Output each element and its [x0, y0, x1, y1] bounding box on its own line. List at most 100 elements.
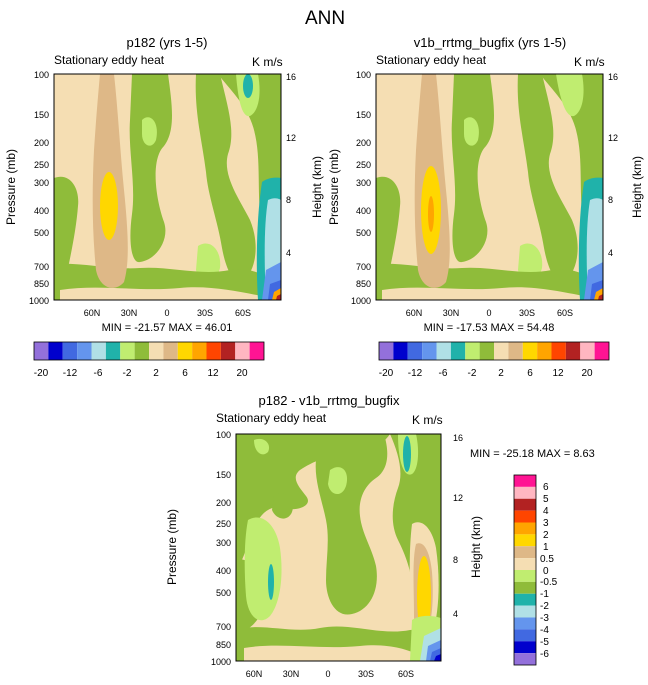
colorbar-label: 0.5	[540, 554, 554, 565]
y-tick-label: 250	[34, 160, 49, 170]
panel-3-title: p182 - v1b_rrtmg_bugfix	[259, 393, 400, 408]
colorbar-swatch	[235, 342, 250, 360]
y-tick-label: 200	[34, 138, 49, 148]
y-tick-label: 150	[216, 470, 231, 480]
y-tick-label: 200	[356, 138, 371, 148]
colorbar-frame	[378, 341, 610, 361]
y-tick-label: 100	[34, 70, 49, 80]
colorbar-swatch	[514, 498, 536, 511]
y2-tick-label: 16	[608, 72, 618, 82]
colorbar-label: -1	[540, 589, 549, 600]
colorbar-swatch	[407, 342, 423, 360]
colorbar-swatch	[422, 342, 437, 360]
colorbar-swatch	[134, 342, 149, 360]
colorbar-label: 6	[182, 368, 188, 379]
colorbar-swatch	[48, 342, 63, 360]
y2-tick-label: 8	[608, 195, 613, 205]
colorbar-swatch	[163, 342, 178, 360]
y-tick-label: 1000	[211, 657, 231, 667]
colorbar-swatch	[91, 342, 106, 360]
y-tick-label: 300	[34, 178, 49, 188]
panel-1-field-label: Stationary eddy heat	[54, 53, 165, 67]
panel-2-colorbar: -20 -12 -6 -2 2 6 12 20	[378, 341, 610, 379]
panel-2-green-region	[451, 74, 494, 263]
y-tick-label: 400	[34, 206, 49, 216]
panel-3-green-region	[272, 493, 293, 519]
colorbar-label: -20	[34, 368, 49, 379]
x-tick-label: 60N	[406, 308, 423, 318]
panel-3-contour-field	[235, 433, 442, 662]
colorbar-label: -6	[94, 368, 103, 379]
colorbar-label: -2	[468, 368, 477, 379]
y-tick-label: 200	[216, 498, 231, 508]
page-title: ANN	[305, 8, 345, 29]
panel-1-lightgreen-region	[196, 243, 221, 282]
panel-3-units: K m/s	[412, 413, 443, 427]
colorbar-label: 20	[581, 368, 593, 379]
panel-3-frame	[235, 433, 442, 662]
x-tick-label: 30S	[519, 308, 535, 318]
x-tick-label: 60S	[398, 669, 414, 679]
colorbar-label: 6	[527, 368, 533, 379]
colorbar-swatch	[177, 342, 193, 360]
y2-tick-label: 12	[608, 133, 618, 143]
colorbar-swatch	[508, 342, 523, 360]
panel-1-red-region	[276, 294, 281, 300]
colorbar-swatch	[514, 546, 536, 559]
colorbar-frame	[513, 474, 537, 666]
colorbar-swatch	[192, 342, 207, 360]
colorbar-label: -12	[408, 368, 423, 379]
x-tick-label: 0	[164, 308, 169, 318]
panel-3-y2label: Height (km)	[469, 516, 483, 578]
y2-tick-label: 12	[453, 493, 463, 503]
panel-3-y2-axis: Height (km) 16 12 8 4	[453, 433, 483, 619]
panel-1-stats: MIN = -21.57 MAX = 46.01	[102, 322, 233, 334]
colorbar-label: 2	[153, 368, 159, 379]
x-tick-label: 0	[325, 669, 330, 679]
panel-2-x-axis: 60N 30N 0 30S 60S	[406, 308, 573, 318]
x-tick-label: 30S	[358, 669, 374, 679]
y2-tick-label: 16	[286, 72, 296, 82]
panel-1-contour-field	[53, 73, 282, 301]
panel-1-green-region	[195, 74, 256, 282]
y2-tick-label: 4	[453, 609, 458, 619]
colorbar-swatch	[379, 342, 394, 360]
colorbar-label: -5	[540, 637, 549, 648]
y-tick-label: 300	[356, 178, 371, 188]
panel-1-units: K m/s	[252, 55, 283, 69]
y-tick-label: 500	[216, 588, 231, 598]
colorbar-swatch	[580, 342, 595, 360]
colorbar-label: -3	[540, 613, 549, 624]
y-tick-label: 150	[34, 110, 49, 120]
panel-3: p182 - v1b_rrtmg_bugfix Stationary eddy …	[165, 393, 595, 679]
panel-2-green-region	[517, 74, 578, 282]
colorbar-swatch	[120, 342, 135, 360]
colorbar-label: 20	[236, 368, 248, 379]
colorbar-swatch	[514, 593, 536, 606]
panel-3-teal-blob	[403, 436, 411, 472]
y2-tick-label: 4	[286, 248, 291, 258]
panel-3-tan-region	[244, 645, 420, 661]
colorbar-swatch	[465, 342, 480, 360]
y-tick-label: 850	[34, 279, 49, 289]
colorbar-label: -2	[540, 601, 549, 612]
colorbar-label: -20	[379, 368, 394, 379]
colorbar-label: -6	[439, 368, 448, 379]
panel-3-x-axis: 60N 30N 0 30S 60S	[246, 669, 414, 679]
y-tick-label: 500	[34, 228, 49, 238]
colorbar-swatch	[514, 558, 536, 570]
panel-2-y-axis: Pressure (mb) 100 150 200 250 300 400 50…	[327, 70, 371, 306]
y-tick-label: 400	[356, 206, 371, 216]
colorbar-swatch	[206, 342, 221, 360]
colorbar-swatch	[514, 522, 536, 535]
panel-1-y2-axis: Height (km) 16 12 8 4	[286, 72, 324, 258]
panel-2-y2label: Height (km)	[630, 156, 644, 218]
panel-2-ylabel: Pressure (mb)	[327, 149, 341, 225]
x-tick-label: 30N	[443, 308, 460, 318]
colorbar-swatch	[34, 342, 49, 360]
y-tick-label: 700	[216, 622, 231, 632]
panel-3-stats: MIN = -25.18 MAX = 8.63	[470, 448, 595, 460]
colorbar-swatch	[522, 342, 538, 360]
panel-2-red-region	[598, 294, 603, 300]
y-tick-label: 150	[356, 110, 371, 120]
